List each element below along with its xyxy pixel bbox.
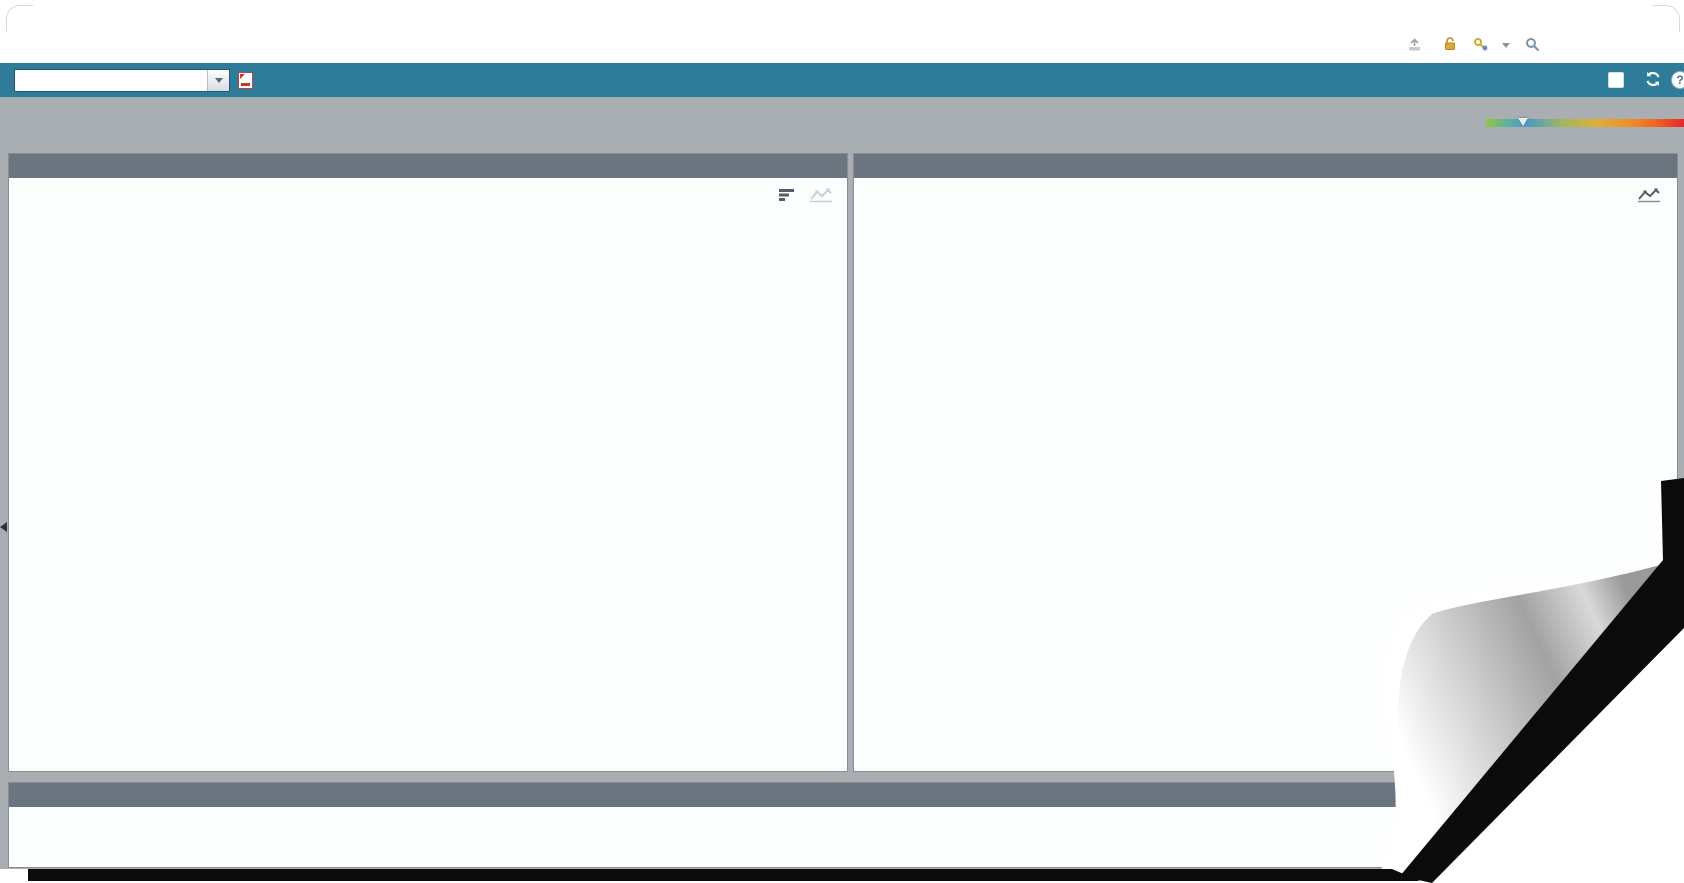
gtp-rejection-causes-header: [9, 783, 1677, 807]
line-view-icon[interactable]: [809, 187, 833, 208]
gtp-events-panel: [8, 153, 848, 772]
keys-icon: [1473, 37, 1490, 55]
view-toggle-icons: [779, 187, 833, 208]
top-header: [0, 0, 1684, 63]
commit-button[interactable]: [1407, 37, 1427, 55]
lock-icon[interactable]: [1442, 36, 1458, 55]
collapse-arrow-icon[interactable]: [0, 522, 7, 532]
chevron-down-icon: [1502, 43, 1510, 48]
risk-gradient-bar[interactable]: [1486, 119, 1684, 127]
config-dropdown[interactable]: [1473, 37, 1510, 55]
gtp-events-header: [9, 154, 847, 178]
virtual-system-select[interactable]: [14, 68, 230, 92]
help-icon[interactable]: ?: [1672, 72, 1684, 88]
window-corner: [6, 5, 33, 32]
mobile-user-activity-header: [854, 154, 1677, 178]
window-corner: [1653, 5, 1680, 32]
refresh-icon[interactable]: [1644, 70, 1662, 91]
auto-refresh-checkbox[interactable]: [1608, 72, 1624, 88]
risk-marker[interactable]: [1518, 118, 1528, 126]
mobile-user-activity-panel: [853, 153, 1678, 772]
commit-icon: [1407, 37, 1422, 55]
top-actions: [1407, 36, 1545, 55]
search-icon: [1525, 37, 1540, 55]
gtp-rejection-causes-panel: [8, 782, 1678, 868]
line-view-icon[interactable]: [1637, 187, 1661, 208]
bar-view-icon[interactable]: [779, 188, 799, 207]
export-pdf-icon: [238, 71, 253, 89]
search-button[interactable]: [1525, 37, 1545, 55]
view-toggle-icons: [1637, 187, 1661, 208]
virtual-system-bar: ?: [0, 63, 1684, 97]
select-arrow-button[interactable]: [207, 69, 229, 91]
